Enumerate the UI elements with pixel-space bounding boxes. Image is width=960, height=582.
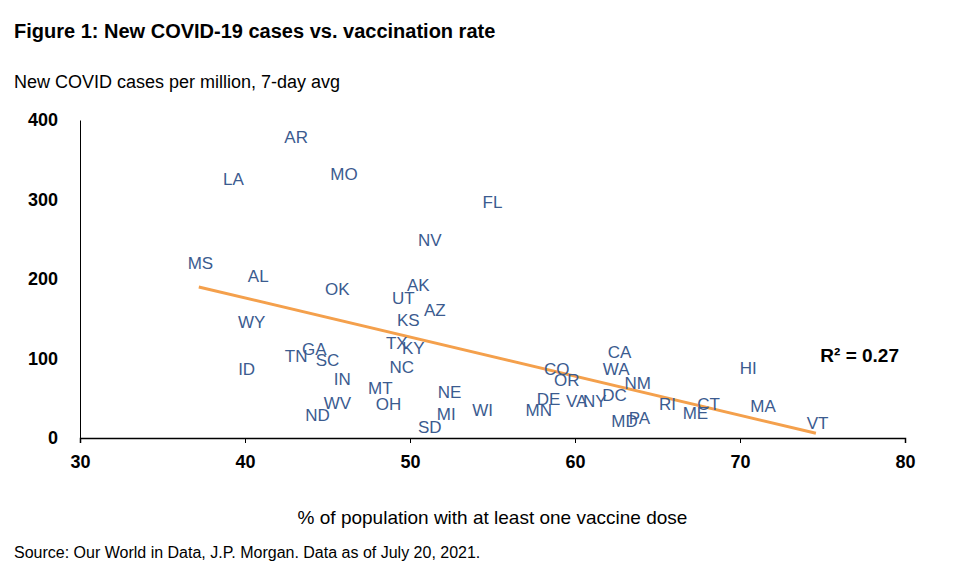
state-point: KS (397, 311, 420, 330)
x-tick-label: 60 (565, 452, 585, 472)
x-tick: 50 (400, 438, 420, 472)
state-point: AZ (424, 301, 446, 320)
x-axis-line (81, 439, 906, 444)
state-point: MS (188, 254, 214, 273)
state-point: LA (223, 170, 244, 189)
state-point: OH (376, 395, 402, 414)
state-point: WY (238, 313, 265, 332)
state-point: NV (418, 231, 442, 250)
annotation: R² = 0.27 (820, 345, 899, 366)
y-tick: 100 (28, 349, 80, 369)
y-tick-label: 300 (28, 190, 58, 210)
state-point: VT (807, 414, 829, 433)
source-note: Source: Our World in Data, J.P. Morgan. … (14, 544, 480, 561)
state-point: UT (392, 289, 415, 308)
title: Figure 1: New COVID-19 cases vs. vaccina… (14, 20, 495, 42)
x-tick: 30 (70, 438, 90, 472)
x-tick-mark (245, 438, 246, 443)
state-point: HI (740, 359, 757, 378)
y-tick-label: 0 (48, 428, 58, 448)
state-point: AR (284, 128, 308, 147)
state-point: ID (238, 360, 255, 379)
subtitle: New COVID cases per million, 7-day avg (14, 72, 340, 92)
x-tick-mark (905, 438, 906, 443)
state-point: OR (554, 371, 580, 390)
x-axis-title: % of population with at least one vaccin… (298, 507, 688, 528)
x-tick-label: 40 (235, 452, 255, 472)
x-tick-mark (740, 438, 741, 443)
state-point: KY (402, 339, 425, 358)
y-tick-label: 400 (28, 110, 58, 130)
state-point: NM (624, 374, 650, 393)
y-tick: 200 (28, 269, 80, 289)
x-tick: 70 (730, 438, 750, 472)
state-point: MA (750, 397, 776, 416)
x-tick-label: 50 (400, 452, 420, 472)
state-point: DE (537, 390, 561, 409)
x-tick-label: 30 (70, 452, 90, 472)
y-tick-label: 100 (28, 349, 58, 369)
state-point: MO (330, 165, 357, 184)
x-tick-label: 70 (730, 452, 750, 472)
y-tick: 300 (28, 190, 80, 210)
y-tick: 400 (28, 110, 80, 130)
state-point: FL (483, 193, 503, 212)
state-point: SD (418, 418, 442, 437)
state-point: CT (697, 395, 720, 414)
plot-area (199, 287, 816, 433)
x-tick-mark (80, 438, 81, 443)
x-tick: 60 (565, 438, 585, 472)
state-point: ND (305, 406, 330, 425)
y-axis-line (80, 121, 81, 439)
y-tick-label: 200 (28, 269, 58, 289)
state-point: SC (316, 351, 340, 370)
y-tick: 0 (48, 428, 80, 448)
state-point: TN (285, 347, 308, 366)
state-point: IN (334, 370, 351, 389)
x-axis: 30 40 50 60 70 80 (70, 438, 915, 472)
x-tick: 80 (895, 438, 915, 472)
state-point: PA (629, 409, 651, 428)
state-point: AL (248, 267, 269, 286)
chart: Figure 1: New COVID-19 cases vs. vaccina… (0, 0, 960, 582)
state-point: RI (659, 395, 676, 414)
state-point: WI (472, 401, 493, 420)
y-axis: 0 100 200 300 400 (28, 110, 81, 448)
x-tick: 40 (235, 438, 255, 472)
x-tick-mark (410, 438, 411, 443)
trend-line (199, 287, 816, 433)
state-point: NC (389, 358, 414, 377)
state-point: OK (325, 280, 350, 299)
state-point: NE (438, 383, 462, 402)
x-tick-mark (575, 438, 576, 443)
state-point: DC (602, 386, 627, 405)
x-tick-label: 80 (895, 452, 915, 472)
point-labels: ARLAMOFLNVMSALOKAKUTKSAZWYTXKYNCGATNSCIN… (188, 128, 829, 437)
